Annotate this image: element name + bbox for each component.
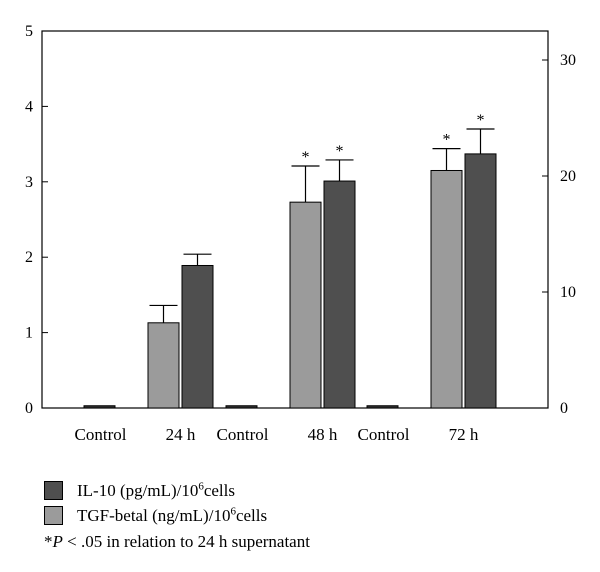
left-axis-tick-label: 5 (25, 23, 33, 40)
category-label-time: 24 h (166, 425, 196, 444)
right-axis-tick-label: 30 (560, 52, 576, 69)
chart: 0 1 2 3 4 5 0 10 20 30 Control 24 h * * Control 48 h * * C… (25, 23, 576, 444)
right-axis-tick-label: 20 (560, 168, 576, 185)
left-axis-tick-label: 2 (25, 249, 33, 266)
left-axis-tick-label: 4 (25, 98, 33, 115)
tgf-bar (430, 169, 463, 409)
significance-star: * (336, 143, 344, 160)
category-label-time: 72 h (449, 425, 479, 444)
control-bar (366, 405, 399, 409)
left-axis-tick-label: 1 (25, 325, 33, 342)
left-axis-tick-label: 0 (25, 400, 33, 417)
category-label-control: Control (75, 425, 127, 444)
legend-label-tgf: TGF-betal (ng/mL)/106cells (77, 504, 268, 525)
control-bar (225, 405, 258, 409)
tgf-bar (147, 322, 180, 409)
right-axis-tick-label: 10 (560, 284, 576, 301)
category-label-time: 48 h (308, 425, 338, 444)
legend-swatch-il10 (44, 481, 63, 500)
significance-star: * (302, 149, 310, 166)
right-axis-tick-label: 0 (560, 400, 568, 417)
legend-swatch-tgf (44, 506, 63, 525)
legend-label-il10: IL-10 (pg/mL)/106cells (77, 479, 235, 500)
legend-item-il10: IL-10 (pg/mL)/106cells (44, 478, 310, 503)
category-label-control: Control (358, 425, 410, 444)
category-label-control: Control (217, 425, 269, 444)
il10-bar (464, 153, 497, 409)
il10-bar (181, 264, 214, 409)
legend-item-tgf: TGF-betal (ng/mL)/106cells (44, 503, 310, 528)
il10-bar (323, 180, 356, 409)
control-bar (83, 405, 116, 409)
tgf-bar (289, 201, 322, 409)
significance-note: *P < .05 in relation to 24 h supernatant (44, 532, 310, 551)
legend: IL-10 (pg/mL)/106cells TGF-betal (ng/mL)… (44, 478, 310, 554)
significance-star: * (477, 112, 485, 129)
left-axis-tick-label: 3 (25, 174, 33, 191)
significance-star: * (443, 132, 451, 149)
